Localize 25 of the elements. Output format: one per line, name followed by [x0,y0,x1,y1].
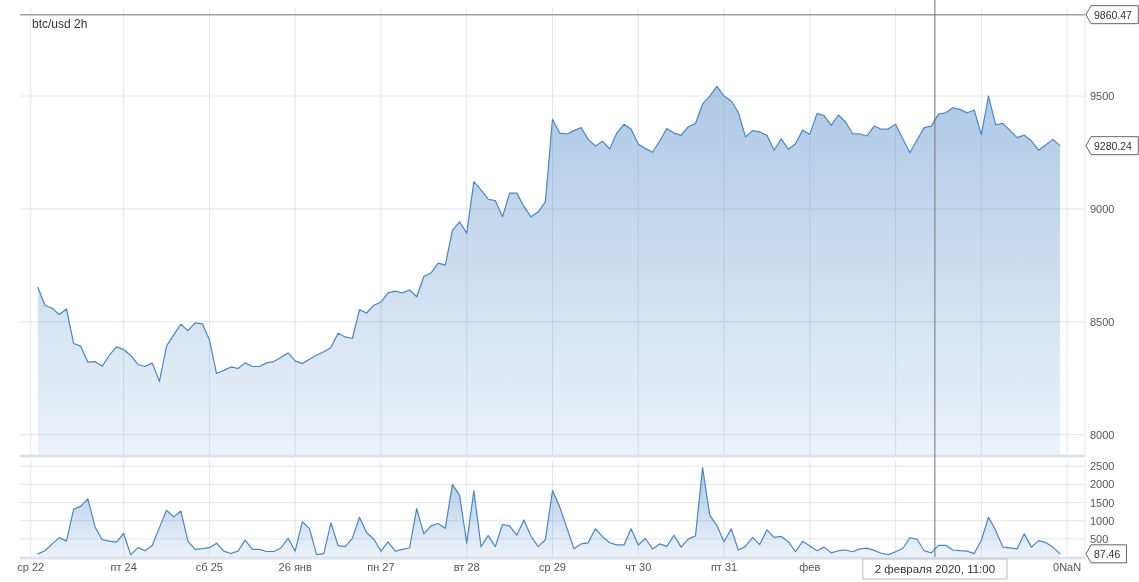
x-tick-label: ср 22 [17,561,45,573]
y-tick-label: 500 [1090,532,1109,545]
x-tick-label: сб 25 [195,561,223,573]
x-tick-label: 0NaN [1053,561,1082,573]
ref-line-label: 2 февраля 2020, 11:00 [874,563,996,575]
x-tick-label: пн 27 [367,561,395,573]
x-tick-label: чт 30 [625,561,652,573]
y-tick-label: 8500 [1090,315,1115,328]
y-tick-label: 9000 [1090,202,1115,215]
y-tick-label: 2000 [1090,478,1115,491]
text: btc/usd 2h [32,17,88,31]
y-tick-label: 8000 [1090,428,1115,441]
x-tick-label: 26 янв [278,561,312,573]
text: 9280.24 [1094,139,1133,152]
x-tick-label: пт 31 [710,561,738,573]
y-tick-label: 2500 [1090,460,1115,473]
text: 87.46 [1094,547,1121,560]
ref-line-label: 9860.47 [1094,8,1133,21]
x-tick-label: фев [799,561,821,573]
x-tick-label: пт 24 [110,561,137,573]
y-tick-label: 1000 [1090,514,1115,527]
y-tick-label: 9500 [1090,90,1115,103]
x-tick-label: вт 28 [453,561,480,573]
y-tick-label: 1500 [1090,496,1115,509]
x-tick-label: ср 29 [539,561,566,573]
